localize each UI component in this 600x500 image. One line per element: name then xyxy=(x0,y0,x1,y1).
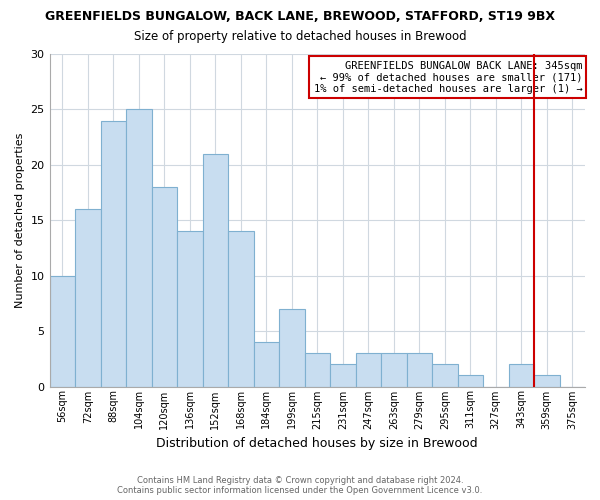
Bar xyxy=(152,187,177,386)
Bar xyxy=(356,354,381,386)
Bar xyxy=(126,110,152,386)
Text: GREENFIELDS BUNGALOW, BACK LANE, BREWOOD, STAFFORD, ST19 9BX: GREENFIELDS BUNGALOW, BACK LANE, BREWOOD… xyxy=(45,10,555,23)
Bar xyxy=(228,232,254,386)
Text: GREENFIELDS BUNGALOW BACK LANE: 345sqm
← 99% of detached houses are smaller (171: GREENFIELDS BUNGALOW BACK LANE: 345sqm ←… xyxy=(314,60,583,94)
Bar xyxy=(458,376,483,386)
Bar xyxy=(254,342,279,386)
Bar xyxy=(279,309,305,386)
Text: Size of property relative to detached houses in Brewood: Size of property relative to detached ho… xyxy=(134,30,466,43)
Bar xyxy=(101,120,126,386)
Bar xyxy=(534,376,560,386)
Bar xyxy=(75,209,101,386)
Bar xyxy=(381,354,407,386)
Text: Contains HM Land Registry data © Crown copyright and database right 2024.
Contai: Contains HM Land Registry data © Crown c… xyxy=(118,476,482,495)
Bar xyxy=(50,276,75,386)
Bar xyxy=(203,154,228,386)
Y-axis label: Number of detached properties: Number of detached properties xyxy=(15,132,25,308)
X-axis label: Distribution of detached houses by size in Brewood: Distribution of detached houses by size … xyxy=(157,437,478,450)
Bar xyxy=(177,232,203,386)
Bar xyxy=(330,364,356,386)
Bar xyxy=(432,364,458,386)
Bar xyxy=(407,354,432,386)
Bar xyxy=(509,364,534,386)
Bar xyxy=(305,354,330,386)
